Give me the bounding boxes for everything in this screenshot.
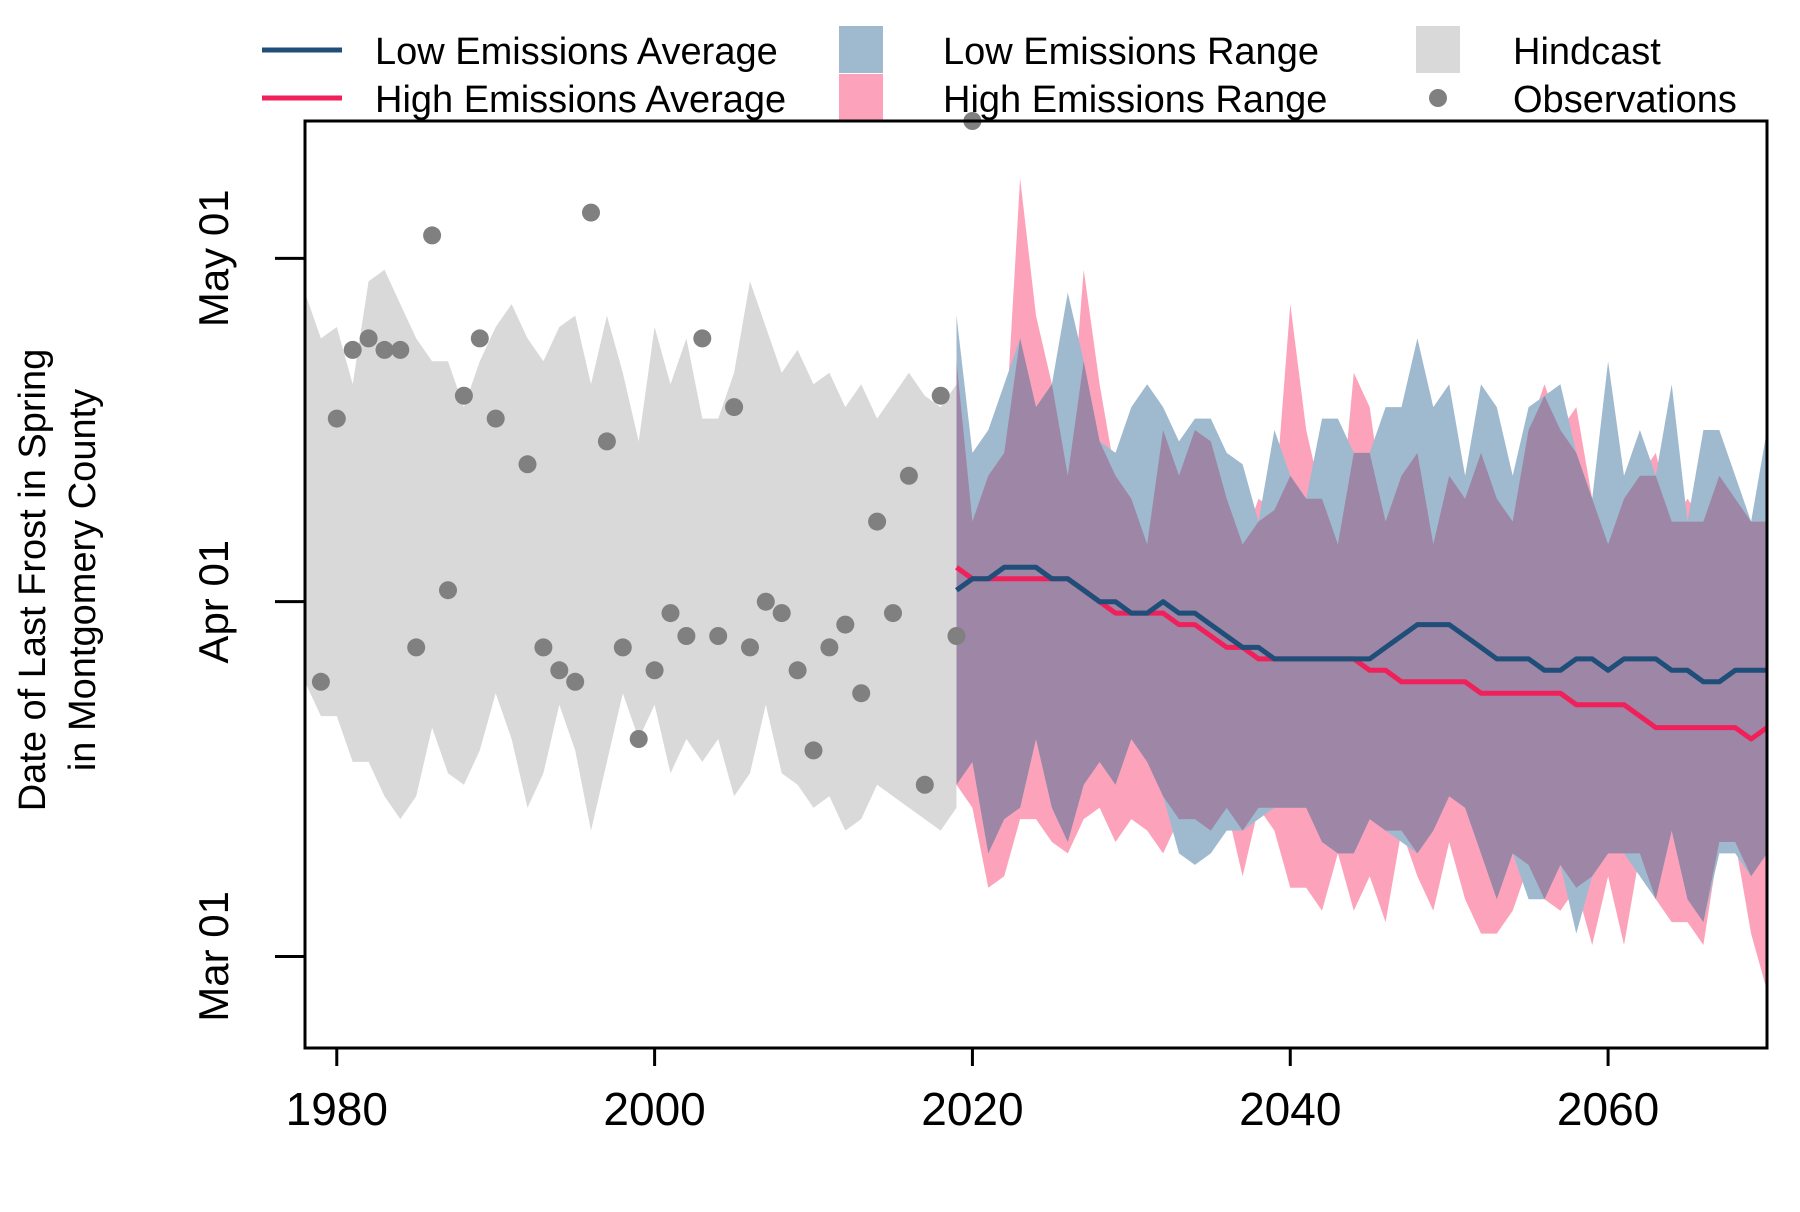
observation-point	[470, 329, 489, 348]
observation-point	[534, 638, 553, 657]
observation-point	[439, 581, 457, 600]
x-axis-tick-label: 1980	[286, 1083, 388, 1135]
x-axis-tick-label: 2000	[603, 1083, 705, 1135]
plot-marks	[305, 178, 1767, 991]
observation-point	[566, 672, 585, 691]
y-axis-tick-label: Apr 01	[190, 540, 237, 664]
observation-point	[423, 226, 442, 245]
observation-point	[327, 409, 346, 428]
observation-point	[677, 627, 696, 645]
legend-label: High Emissions Average	[375, 79, 786, 121]
observation-point	[407, 638, 426, 657]
observation-point	[852, 684, 871, 703]
legend-box-swatch	[1416, 26, 1460, 73]
observation-point	[582, 203, 600, 222]
observation-point	[868, 512, 887, 531]
x-axis-tick-label: 2040	[1239, 1083, 1341, 1135]
observation-point	[741, 638, 759, 657]
plot-area: 1980 2000 2020 2040 2060 Mar 01 Apr 01 May 01	[190, 112, 1769, 1135]
observation-point	[820, 638, 839, 657]
observation-point	[772, 604, 791, 623]
legend-label: High Emissions Range	[943, 79, 1327, 121]
legend-box-swatch	[839, 74, 883, 121]
observation-point	[613, 638, 632, 657]
x-axis-tick-label: 2060	[1557, 1083, 1659, 1135]
observation-point	[931, 386, 950, 405]
observation-point	[597, 432, 616, 451]
legend-dot-swatch	[1429, 89, 1447, 107]
observation-point	[947, 627, 966, 645]
observation-point	[454, 386, 473, 405]
y-axis-label-line-2: in Montgomery County	[62, 389, 104, 771]
x-axis-tick-label: 2020	[921, 1083, 1023, 1135]
observation-point	[836, 615, 855, 634]
observation-point	[915, 775, 934, 794]
legend: Low Emissions Average High Emissions Aver…	[262, 26, 1737, 121]
observation-point	[645, 661, 664, 680]
observation-point	[756, 592, 775, 611]
observation-point	[899, 466, 918, 485]
y-axis-tick-label: May 01	[190, 189, 237, 327]
legend-label: Low Emissions Average	[375, 31, 778, 73]
hindcast-range-band	[305, 269, 957, 831]
y-axis-tick-label: Mar 01	[190, 891, 237, 1022]
observation-point	[311, 672, 330, 691]
observation-point	[804, 741, 823, 760]
observation-point	[518, 455, 537, 474]
low-emissions-average-line	[955, 564, 1767, 685]
observation-point	[391, 340, 410, 359]
observation-point	[343, 340, 362, 359]
observation-point	[709, 627, 728, 645]
legend-label: Observations	[1513, 79, 1737, 121]
observation-point	[359, 329, 378, 348]
observation-point	[375, 340, 394, 359]
legend-box-swatch	[839, 26, 883, 73]
legend-label: Low Emissions Range	[943, 31, 1319, 73]
observation-point	[693, 329, 712, 348]
legend-label: Hindcast	[1513, 31, 1661, 73]
observation-point	[725, 398, 744, 417]
observation-point	[884, 604, 902, 623]
observation-point	[629, 730, 648, 748]
y-axis-label-line-1: Date of Last Frost in Spring	[12, 349, 54, 812]
plot-frame	[303, 119, 1769, 1050]
observation-point	[788, 661, 807, 680]
range-overlap-band	[956, 338, 1767, 923]
observation-point	[486, 409, 505, 428]
observation-point	[550, 661, 569, 680]
observation-point	[661, 604, 680, 623]
